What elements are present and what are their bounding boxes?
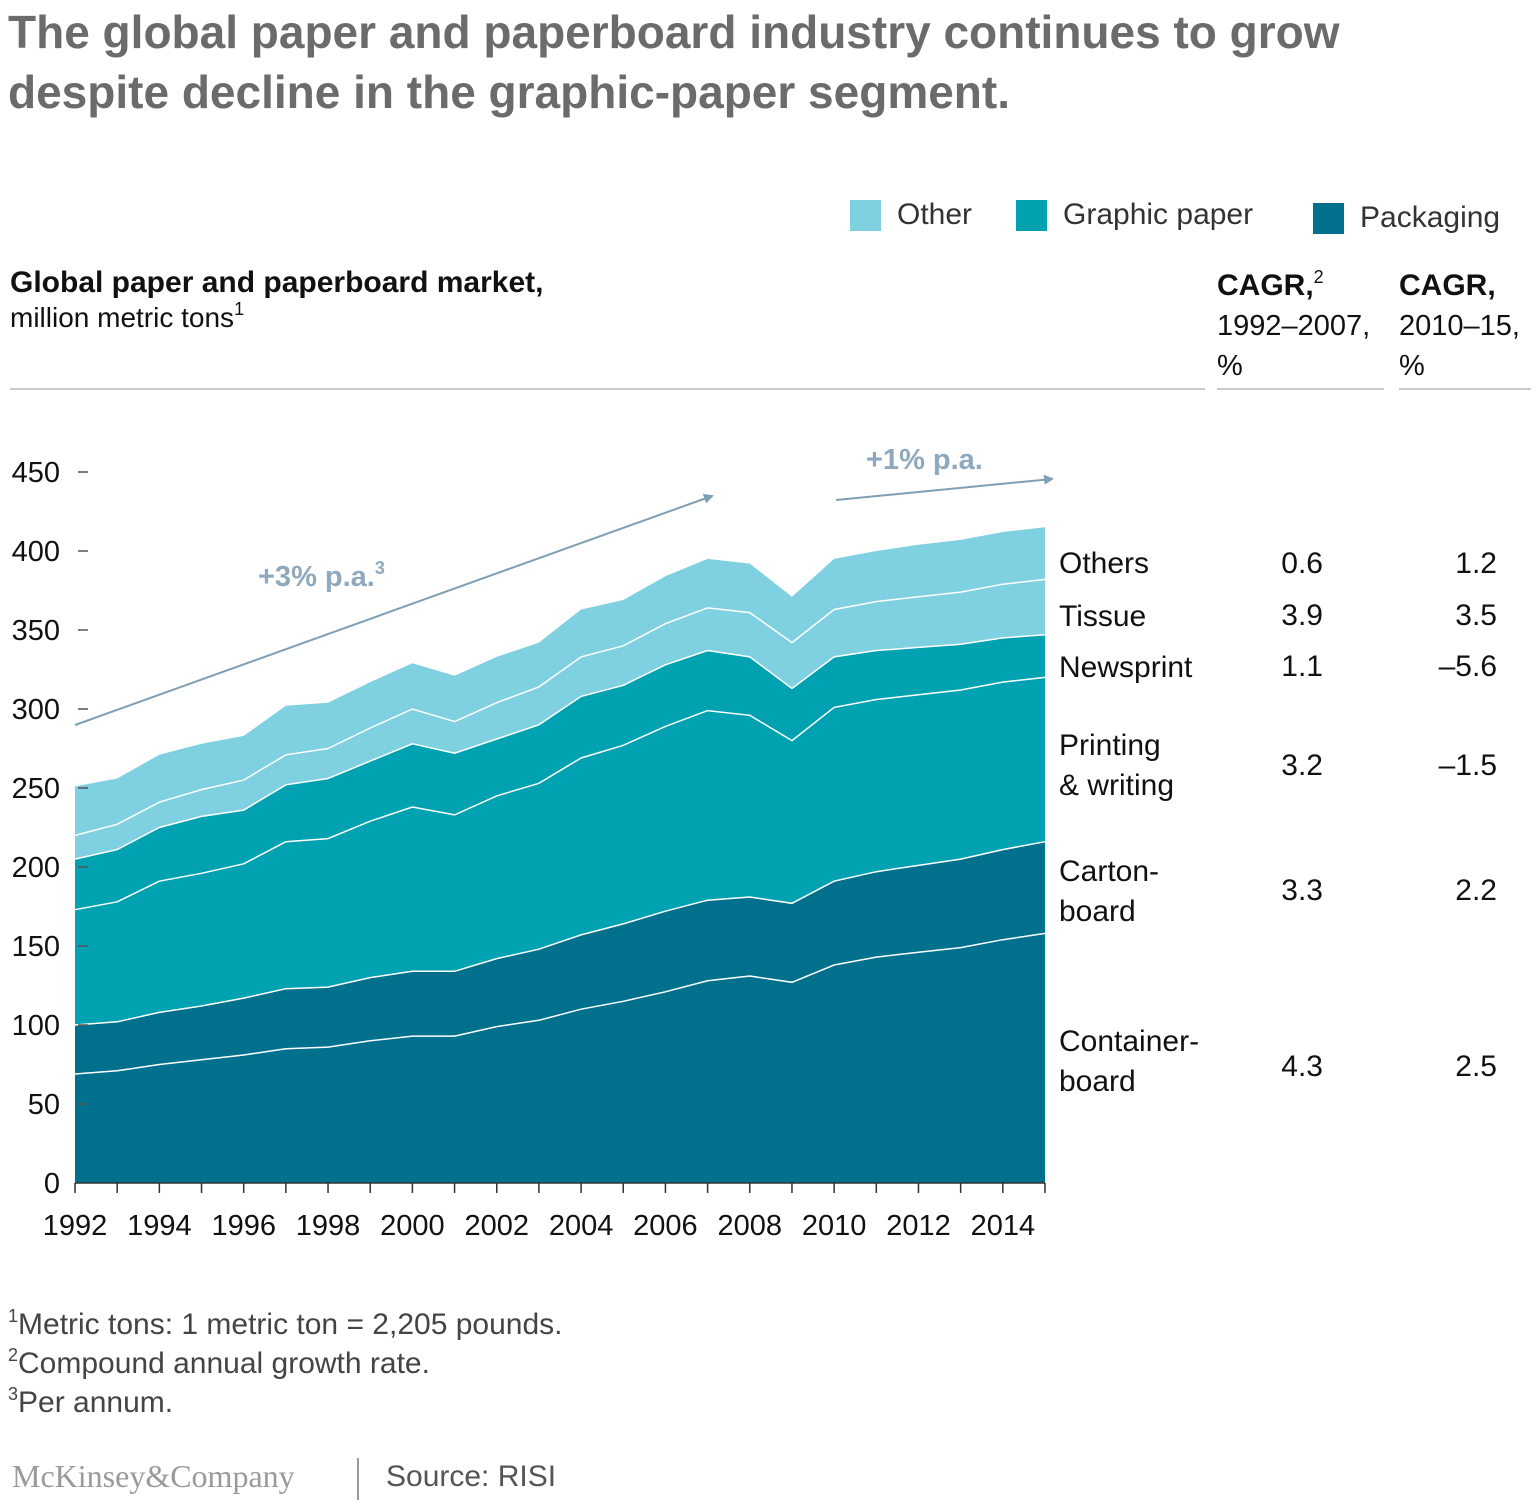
y-tick-label: 150	[12, 931, 60, 963]
subheader-bold: Global paper and paperboard market,	[10, 266, 544, 299]
chart-subheader: Global paper and paperboard market, mill…	[10, 266, 543, 334]
x-tick-label: 2010	[802, 1210, 867, 1242]
legend-item-graphic-paper: Graphic paper	[1016, 195, 1253, 235]
footnote-2: 2Compound annual growth rate.	[8, 1345, 430, 1380]
legend-swatch-graphic-paper	[1016, 199, 1047, 231]
source-text: Source: RISI	[386, 1460, 557, 1493]
header-rule-chart	[10, 388, 1205, 390]
y-axis: 0 50 100 150 200 250 300 350 400 450	[12, 457, 88, 1200]
category-label-printing-writing: Printing & writing	[1059, 729, 1175, 802]
cagr2-newsprint: –5.6	[1438, 650, 1497, 683]
x-tick-label: 2002	[464, 1210, 529, 1242]
category-label-containerboard: Container-board	[1059, 1025, 1200, 1098]
subheader-unit: million metric tons1	[10, 299, 245, 333]
legend-label-packaging: Packaging	[1360, 201, 1501, 234]
x-tick-label: 1996	[211, 1210, 276, 1242]
y-tick-label: 50	[28, 1089, 60, 1121]
brand-logo: McKinsey&Company	[12, 1458, 295, 1494]
cagr2-cartonboard: 2.2	[1455, 874, 1497, 907]
category-label-others: Others	[1059, 547, 1150, 580]
footnote-1: 1Metric tons: 1 metric ton = 2,205 pound…	[8, 1306, 563, 1341]
cagr2-containerboard: 2.5	[1455, 1050, 1497, 1083]
area-tissue	[75, 579, 1045, 860]
chart-title: The global paper and paperboard industry…	[8, 2, 1508, 122]
y-tick-label: 250	[12, 773, 60, 805]
growth-arrow-right	[835, 474, 1054, 501]
area-others	[75, 527, 1045, 836]
cagr2-tissue: 3.5	[1455, 599, 1497, 632]
cagr1-others: 0.6	[1281, 547, 1323, 580]
y-tick-label: 300	[12, 694, 60, 726]
x-tick-label: 1998	[296, 1210, 361, 1242]
category-label-newsprint: Newsprint	[1059, 651, 1193, 684]
x-axis: 1992 1994 1996 1998 2000 2002 2004 2006 2008 2010…	[43, 1182, 1046, 1242]
y-tick-label: 100	[12, 1010, 60, 1042]
series-boundary-line	[74, 633, 1046, 860]
area-newsprint	[75, 634, 1045, 910]
legend-label-graphic-paper: Graphic paper	[1063, 198, 1254, 231]
area-printing-writing	[75, 677, 1045, 1025]
legend-item-other: Other	[850, 195, 972, 235]
cagr2-others: 1.2	[1455, 547, 1497, 580]
chart-areas	[74, 527, 1046, 1183]
legend-swatch-packaging	[1313, 202, 1344, 234]
cagr-header-2010-15: CAGR, 2010–15, %	[1399, 269, 1520, 382]
x-tick-label: 1992	[43, 1210, 108, 1242]
cagr1-cartonboard: 3.3	[1281, 874, 1323, 907]
category-label-tissue: Tissue	[1059, 600, 1147, 633]
header-rule-cagr-1	[1217, 388, 1384, 390]
x-tick-label: 2004	[549, 1210, 614, 1242]
growth-label-left: +3% p.a.3	[258, 558, 385, 593]
area-container-board	[75, 933, 1045, 1183]
cagr2-printing-writing: –1.5	[1438, 749, 1497, 782]
x-tick-label: 2006	[633, 1210, 698, 1242]
series-boundary-line	[74, 932, 1046, 1075]
cagr1-newsprint: 1.1	[1281, 650, 1323, 683]
area-carton-board	[75, 841, 1045, 1074]
growth-label-right: +1% p.a.	[866, 444, 983, 476]
category-label-cartonboard: Carton-board	[1059, 855, 1160, 928]
x-tick-label: 2012	[886, 1210, 951, 1242]
title-line-2: despite decline in the graphic-paper seg…	[8, 66, 1011, 118]
x-tick-label: 1994	[127, 1210, 192, 1242]
brand-divider	[357, 1458, 359, 1500]
y-tick-label: 450	[12, 457, 60, 489]
header-rule-cagr-2	[1399, 388, 1531, 390]
x-tick-label: 2000	[380, 1210, 445, 1242]
series-boundary-line	[74, 676, 1046, 911]
cagr-header-1992-2007: CAGR,2 1992–2007, %	[1217, 267, 1371, 382]
x-tick-label: 2014	[971, 1210, 1036, 1242]
title-line-1: The global paper and paperboard industry…	[8, 6, 1340, 58]
cagr1-tissue: 3.9	[1281, 599, 1323, 632]
y-tick-label: 200	[12, 852, 60, 884]
legend-label-other: Other	[897, 198, 973, 231]
legend-swatch-other	[850, 199, 881, 231]
cagr1-containerboard: 4.3	[1281, 1050, 1323, 1083]
x-tick-label: 2008	[718, 1210, 783, 1242]
y-tick-label: 350	[12, 615, 60, 647]
legend-item-packaging: Packaging	[1313, 198, 1500, 238]
y-tick-label: 400	[12, 536, 60, 568]
y-tick-label: 0	[44, 1168, 60, 1200]
cagr1-printing-writing: 3.2	[1281, 749, 1323, 782]
series-boundary-line	[74, 840, 1046, 1026]
growth-arrow-left	[74, 494, 714, 726]
footnote-3: 3Per annum.	[8, 1384, 174, 1419]
series-boundary-line	[74, 578, 1046, 837]
